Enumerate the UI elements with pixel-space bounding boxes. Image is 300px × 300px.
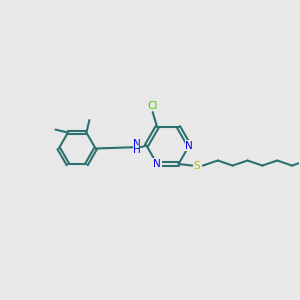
Text: N: N [185, 140, 193, 151]
Text: N: N [133, 139, 140, 149]
Text: N: N [153, 159, 161, 169]
Text: S: S [194, 160, 200, 171]
Text: H: H [133, 145, 140, 155]
Text: Cl: Cl [148, 100, 158, 111]
